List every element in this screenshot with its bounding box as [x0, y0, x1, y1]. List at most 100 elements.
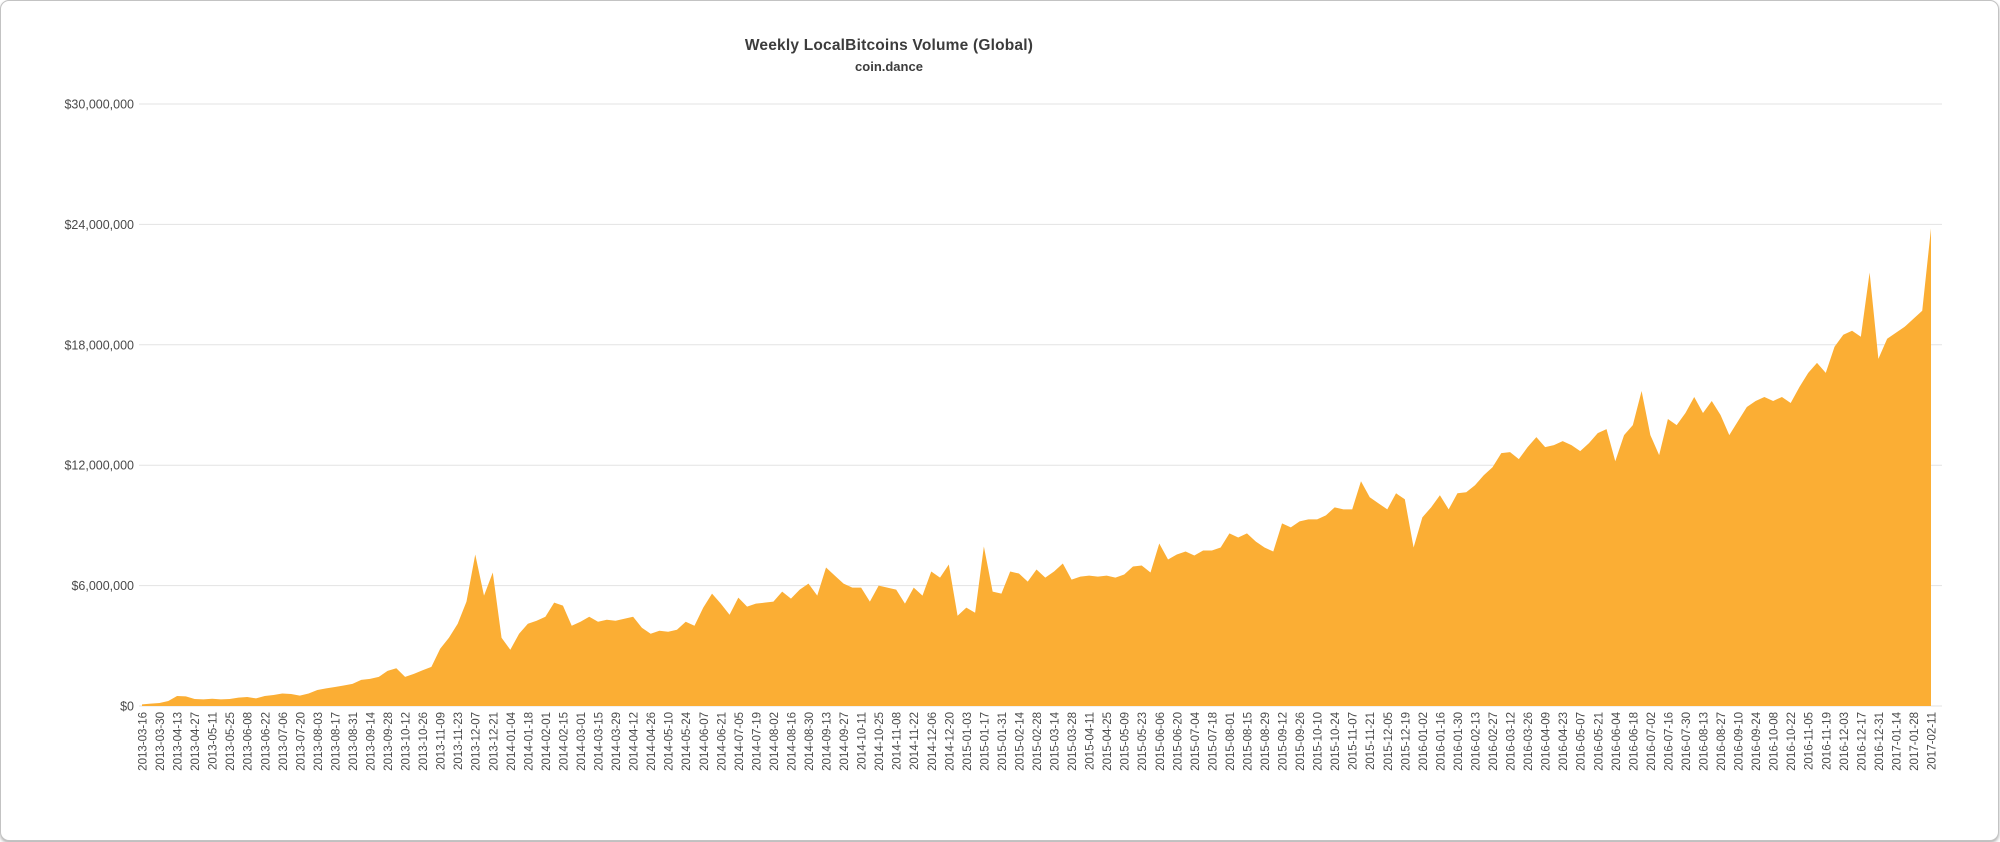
- x-tick-label: 2015-10-10: [1313, 712, 1325, 771]
- x-tick-label: 2013-10-12: [401, 712, 413, 771]
- x-tick-label: 2014-08-30: [804, 712, 816, 771]
- y-tick-label: $6,000,000: [71, 579, 134, 593]
- x-tick-label: 2015-05-09: [1120, 712, 1132, 771]
- x-tick-label: 2013-05-11: [208, 712, 220, 770]
- y-tick-label: $0: [120, 700, 134, 714]
- x-tick-label: 2013-06-08: [243, 712, 255, 771]
- x-tick-label: 2015-12-19: [1400, 712, 1412, 771]
- x-tick-label: 2014-08-02: [769, 712, 781, 771]
- x-tick-label: 2016-09-24: [1751, 711, 1763, 770]
- x-tick-label: 2014-02-15: [558, 712, 570, 771]
- x-tick-label: 2016-09-10: [1734, 712, 1746, 771]
- x-tick-label: 2015-09-12: [1278, 712, 1290, 771]
- x-tick-label: 2015-07-18: [1207, 712, 1219, 771]
- x-tick-label: 2016-06-18: [1628, 712, 1640, 771]
- x-tick-label: 2014-12-20: [944, 712, 956, 771]
- x-tick-label: 2015-06-06: [1155, 712, 1167, 771]
- x-tick-label: 2015-07-04: [1190, 711, 1202, 770]
- x-tick-label: 2016-03-12: [1506, 712, 1518, 771]
- x-tick-label: 2014-01-18: [523, 712, 535, 771]
- x-tick-label: 2015-04-11: [1085, 712, 1097, 770]
- x-tick-label: 2016-03-26: [1523, 712, 1535, 771]
- x-tick-label: 2014-09-13: [822, 712, 834, 771]
- x-tick-label: 2016-07-16: [1663, 712, 1675, 771]
- x-tick-label: 2014-02-01: [541, 712, 553, 771]
- x-tick-label: 2016-01-02: [1418, 712, 1430, 771]
- x-tick-label: 2013-04-13: [173, 712, 185, 771]
- volume-area-series[interactable]: [142, 228, 1931, 706]
- x-tick-label: 2015-10-24: [1330, 711, 1342, 770]
- x-tick-label: 2014-03-29: [611, 712, 623, 771]
- y-tick-label: $12,000,000: [64, 459, 134, 473]
- x-tick-label: 2015-12-05: [1383, 712, 1395, 771]
- x-tick-label: 2016-01-30: [1453, 712, 1465, 771]
- x-tick-label: 2016-12-17: [1856, 712, 1868, 771]
- x-tick-label: 2016-05-07: [1576, 712, 1588, 771]
- x-tick-label: 2016-12-31: [1874, 712, 1886, 771]
- x-tick-label: 2017-02-11: [1927, 712, 1939, 770]
- x-tick-label: 2013-08-03: [313, 712, 325, 771]
- x-tick-label: 2013-05-25: [225, 712, 237, 771]
- x-tick-label: 2016-12-03: [1839, 712, 1851, 771]
- x-tick-label: 2014-10-25: [874, 712, 886, 771]
- x-tick-label: 2013-09-14: [366, 711, 378, 770]
- x-tick-label: 2014-11-08: [892, 712, 904, 770]
- x-tick-label: 2015-02-28: [1032, 712, 1044, 771]
- x-tick-label: 2014-12-06: [927, 712, 939, 771]
- x-tick-label: 2015-08-01: [1225, 712, 1237, 771]
- x-tick-label: 2013-07-06: [278, 712, 290, 771]
- x-tick-label: 2013-12-21: [488, 712, 500, 771]
- x-tick-label: 2015-05-23: [1137, 712, 1149, 771]
- x-tick-label: 2014-09-27: [839, 712, 851, 771]
- x-tick-label: 2015-08-15: [1242, 712, 1254, 771]
- x-tick-label: 2013-09-28: [383, 712, 395, 771]
- x-tick-label: 2016-08-27: [1716, 712, 1728, 771]
- x-tick-label: 2016-07-30: [1681, 712, 1693, 771]
- x-tick-label: 2015-11-21: [1365, 712, 1377, 770]
- x-tick-label: 2016-01-16: [1435, 712, 1447, 771]
- x-tick-label: 2016-02-13: [1470, 712, 1482, 771]
- x-tick-label: 2013-03-30: [155, 712, 167, 771]
- x-tick-label: 2015-04-25: [1102, 712, 1114, 771]
- x-tick-label: 2013-12-07: [471, 712, 483, 771]
- x-tick-label: 2013-11-09: [436, 712, 448, 770]
- x-tick-label: 2016-04-09: [1541, 712, 1553, 771]
- x-tick-label: 2014-06-07: [699, 712, 711, 771]
- x-tick-label: 2016-02-27: [1488, 712, 1500, 771]
- x-tick-label: 2013-11-23: [453, 712, 465, 770]
- x-tick-label: 2016-08-13: [1698, 712, 1710, 771]
- x-tick-label: 2016-06-04: [1611, 711, 1623, 770]
- y-tick-label: $24,000,000: [64, 218, 134, 232]
- x-tick-label: 2013-03-16: [138, 712, 150, 771]
- x-tick-label: 2014-08-16: [786, 712, 798, 771]
- x-tick-label: 2015-01-03: [962, 712, 974, 771]
- x-tick-label: 2014-07-19: [751, 712, 763, 771]
- x-tick-label: 2013-08-17: [330, 712, 342, 771]
- x-tick-label: 2015-08-29: [1260, 712, 1272, 771]
- x-tick-label: 2015-06-20: [1172, 712, 1184, 771]
- x-tick-label: 2014-04-12: [629, 712, 641, 771]
- x-tick-label: 2016-07-02: [1646, 712, 1658, 771]
- x-tick-label: 2015-02-14: [1014, 711, 1026, 770]
- x-tick-label: 2014-03-01: [576, 712, 588, 771]
- x-tick-label: 2015-01-31: [997, 712, 1009, 771]
- x-tick-label: 2016-05-21: [1593, 712, 1605, 771]
- x-tick-label: 2013-10-26: [418, 712, 430, 771]
- x-tick-label: 2015-09-26: [1295, 712, 1307, 771]
- x-tick-label: 2014-11-22: [909, 712, 921, 770]
- x-tick-label: 2017-01-28: [1909, 712, 1921, 771]
- x-tick-label: 2016-10-08: [1769, 712, 1781, 771]
- x-tick-label: 2015-03-28: [1067, 712, 1079, 771]
- x-tick-label: 2017-01-14: [1891, 711, 1903, 770]
- x-tick-label: 2016-11-05: [1804, 712, 1816, 770]
- x-tick-label: 2015-11-07: [1348, 712, 1360, 770]
- x-tick-label: 2016-11-19: [1821, 712, 1833, 770]
- x-tick-label: 2013-04-27: [190, 712, 202, 771]
- x-tick-label: 2014-04-26: [646, 712, 658, 771]
- x-tick-label: 2016-04-23: [1558, 712, 1570, 771]
- x-tick-label: 2014-05-24: [681, 711, 693, 770]
- x-tick-label: 2014-10-11: [857, 712, 869, 770]
- x-tick-label: 2015-03-14: [1050, 711, 1062, 770]
